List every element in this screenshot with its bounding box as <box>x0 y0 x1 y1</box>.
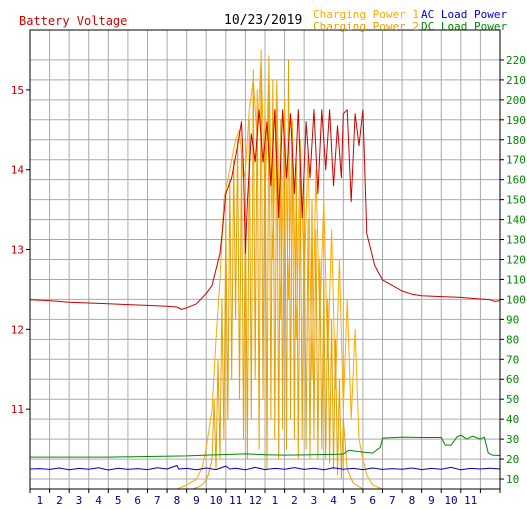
series-ac-load-power <box>29 465 501 471</box>
right-tick-label: 140 <box>506 214 526 227</box>
left-tick-label: 14 <box>11 164 25 177</box>
series-layer <box>29 49 501 490</box>
left-tick-label: 12 <box>11 323 24 336</box>
right-tick-label: 50 <box>506 393 519 406</box>
legend-charging-power-1: Charging Power 1 <box>313 8 419 21</box>
right-tick-label: 30 <box>506 433 519 446</box>
right-tick-label: 130 <box>506 234 526 247</box>
right-tick-label: 210 <box>506 74 526 87</box>
x-tick-label: 8 <box>409 494 416 507</box>
legend-charging-power-2: Charging Power 2 <box>313 20 419 33</box>
x-tick-label: 3 <box>311 494 318 507</box>
right-tick-label: 100 <box>506 293 526 306</box>
x-tick-label: 5 <box>350 494 357 507</box>
x-tick-label: 11 <box>464 494 477 507</box>
left-tick-label: 15 <box>11 84 24 97</box>
grid <box>30 30 500 489</box>
right-tick-label: 200 <box>506 94 526 107</box>
legend-ac-load-power: AC Load Power <box>421 8 508 21</box>
x-tick-label: 1 <box>36 494 43 507</box>
x-tick-label: 9 <box>193 494 200 507</box>
battery-voltage-label: Battery Voltage <box>19 14 128 28</box>
right-tick-label: 150 <box>506 194 526 207</box>
series-charging-power-1 <box>30 59 500 490</box>
right-tick-label: 220 <box>506 54 526 67</box>
x-tick-label: 2 <box>56 494 63 507</box>
series-charging-power-2 <box>30 49 500 490</box>
x-tick-label: 6 <box>369 494 376 507</box>
x-tick-label: 6 <box>134 494 141 507</box>
x-tick-label: 8 <box>174 494 181 507</box>
x-tick-label: 7 <box>389 494 396 507</box>
right-tick-label: 120 <box>506 254 526 267</box>
left-tick-label: 11 <box>11 403 24 416</box>
left-axis: 11 12 13 14 15 <box>11 84 30 416</box>
right-axis: 10 20 30 40 50 60 70 80 90 100 110 120 130 140 150 160 1… <box>500 54 526 486</box>
x-tick-label: 4 <box>330 494 337 507</box>
right-tick-label: 180 <box>506 134 526 147</box>
right-tick-label: 80 <box>506 333 519 346</box>
right-tick-label: 90 <box>506 313 519 326</box>
series-battery-voltage <box>29 109 501 310</box>
right-tick-label: 60 <box>506 373 519 386</box>
right-tick-label: 70 <box>506 353 519 366</box>
right-tick-label: 10 <box>506 473 519 486</box>
x-tick-label: 2 <box>291 494 298 507</box>
x-tick-label: 11 <box>229 494 242 507</box>
x-tick-label: 10 <box>444 494 457 507</box>
right-tick-label: 110 <box>506 273 526 286</box>
x-tick-label: 4 <box>95 494 102 507</box>
x-axis: 1 2 3 4 5 6 7 8 9 10 11 12 1 2 3 4 5 6 7 8 9 10 11 <box>29 489 501 507</box>
x-tick-label: 9 <box>428 494 435 507</box>
right-tick-label: 40 <box>506 413 519 426</box>
date-label: 10/23/2019 <box>224 13 303 28</box>
legend-dc-load-power: DC Load Power <box>421 20 508 33</box>
right-tick-label: 170 <box>506 154 526 167</box>
left-tick-label: 13 <box>11 244 24 257</box>
x-tick-label: 3 <box>76 494 83 507</box>
right-tick-label: 190 <box>506 114 526 127</box>
x-tick-label: 1 <box>271 494 278 507</box>
x-tick-label: 12 <box>249 494 262 507</box>
x-tick-label: 7 <box>154 494 161 507</box>
x-tick-label: 5 <box>115 494 122 507</box>
right-tick-label: 160 <box>506 174 526 187</box>
series-dc-load-power <box>30 434 501 458</box>
right-tick-label: 20 <box>506 453 519 466</box>
x-tick-label: 10 <box>209 494 222 507</box>
